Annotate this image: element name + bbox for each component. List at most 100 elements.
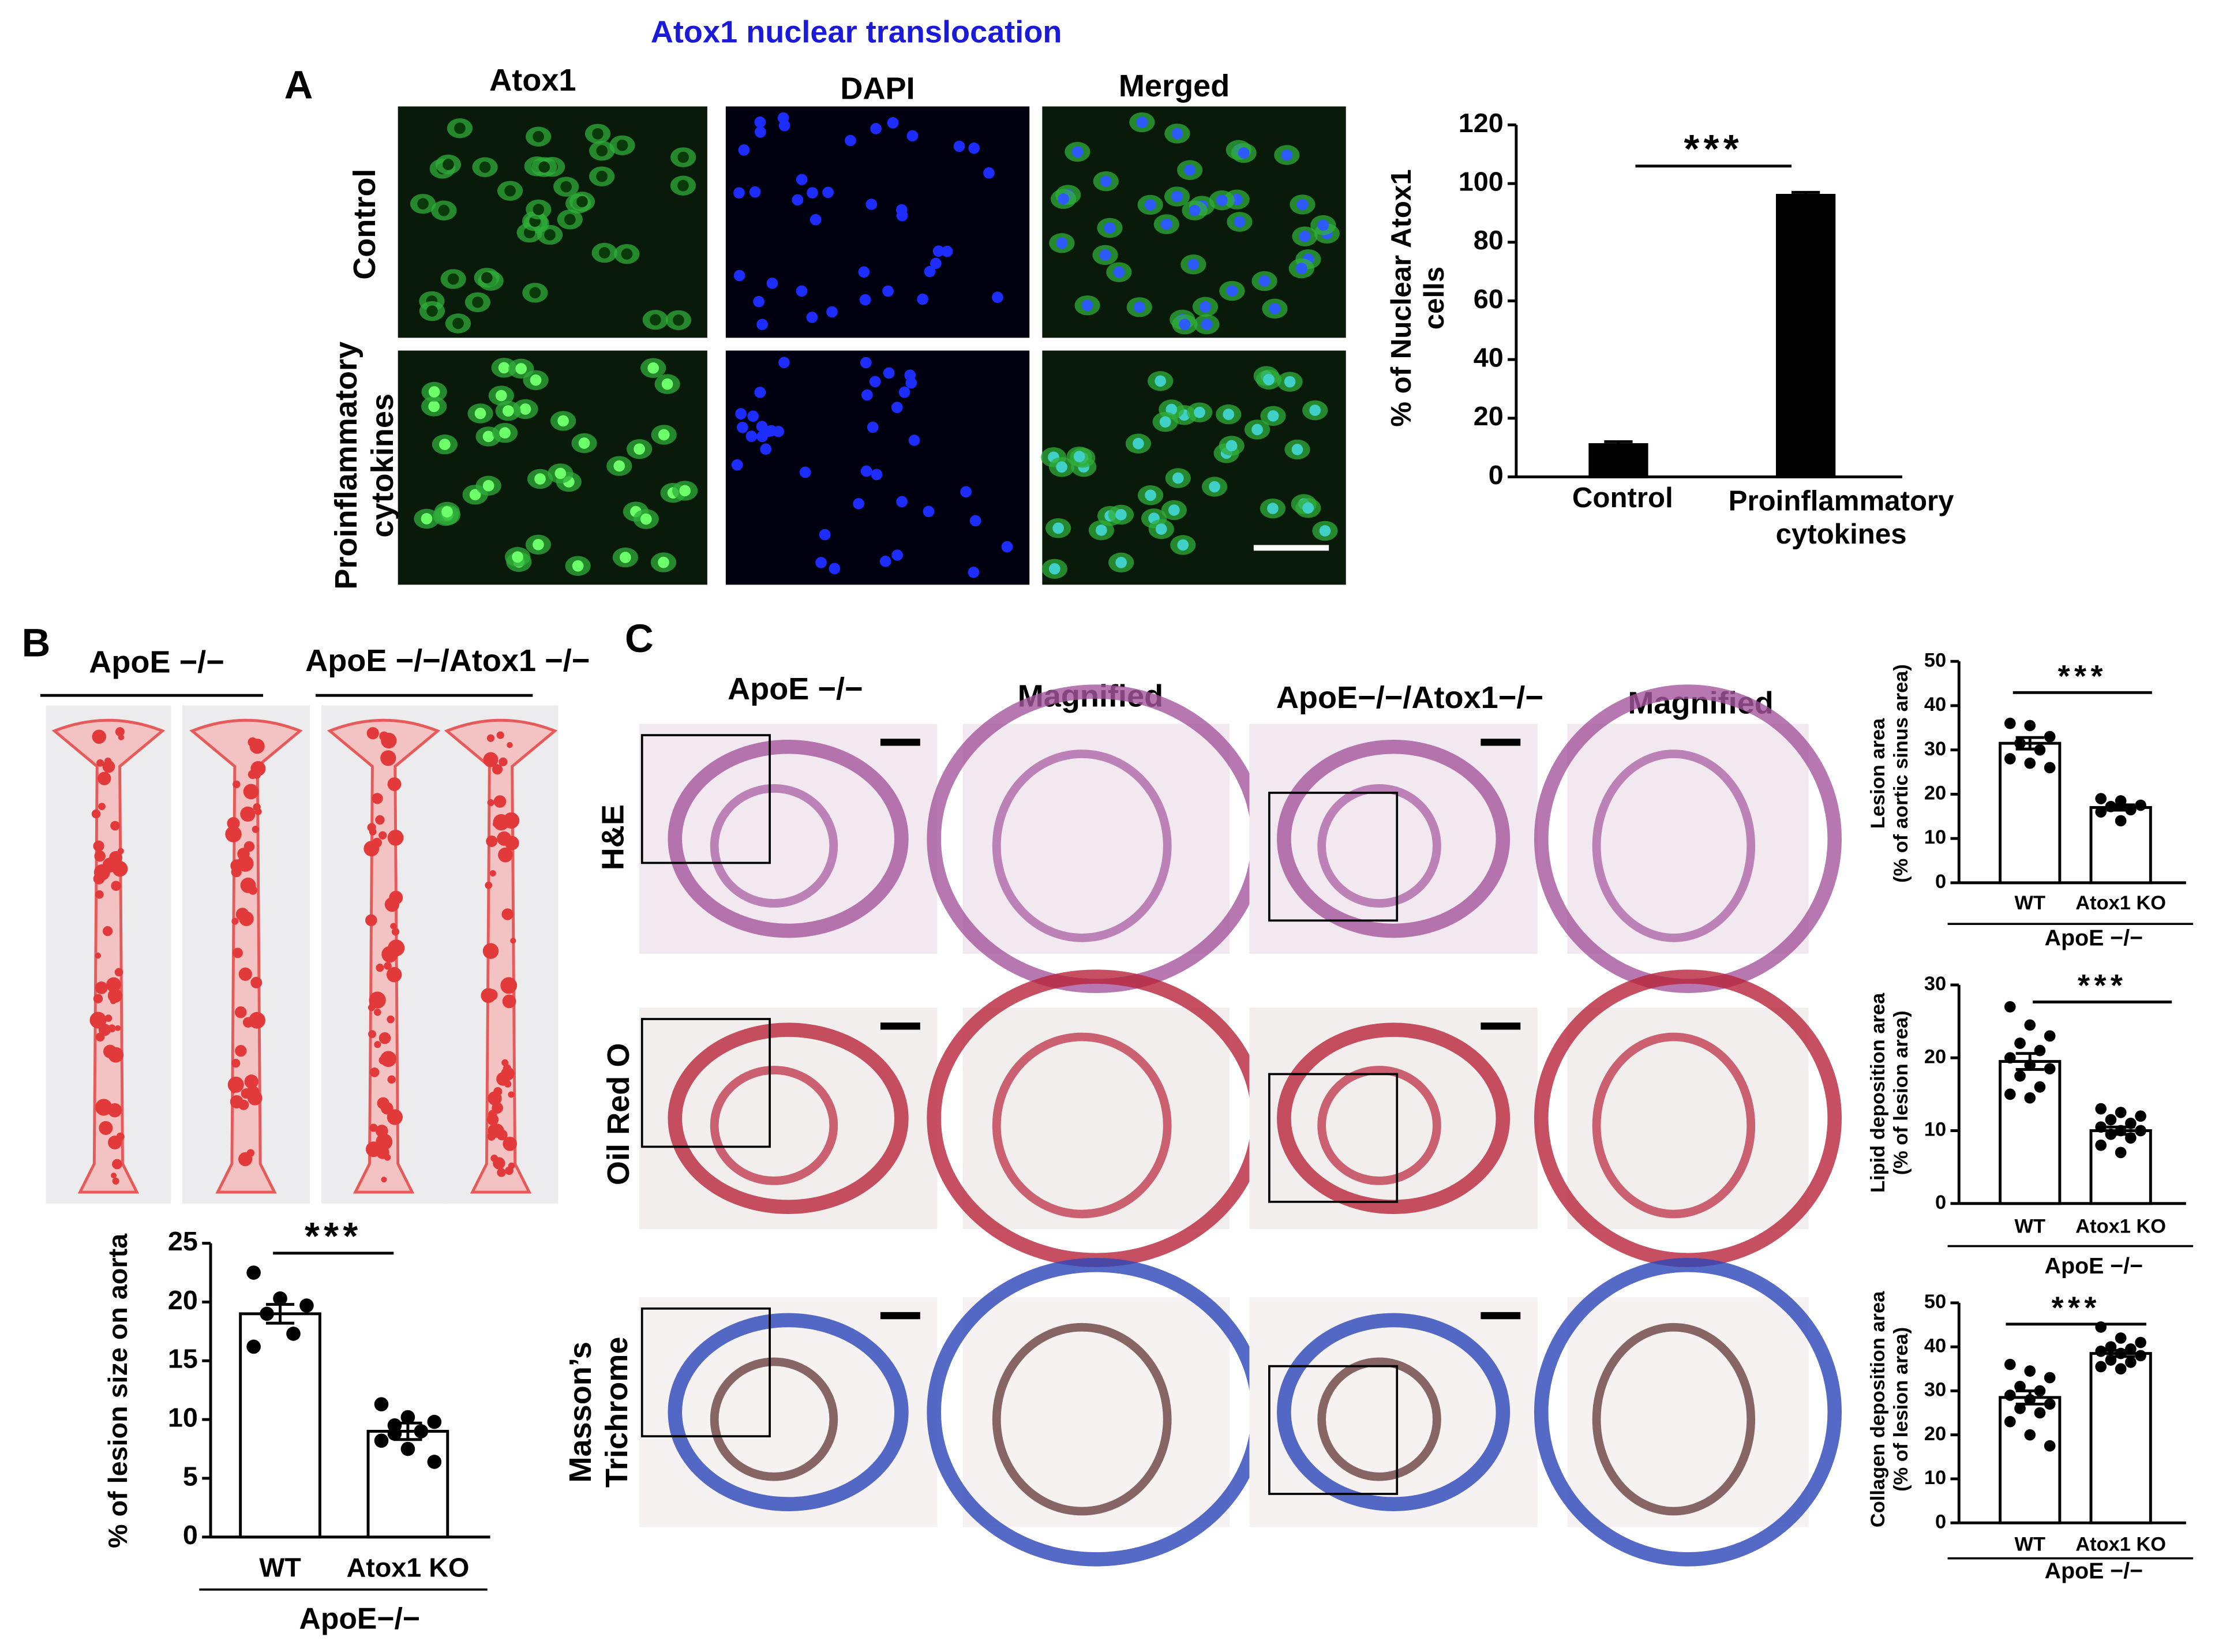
lesion-spot bbox=[492, 764, 503, 775]
lesion-spot bbox=[244, 1074, 258, 1089]
data-point bbox=[2044, 1440, 2056, 1452]
data-point bbox=[2004, 1001, 2016, 1013]
data-point bbox=[2014, 1380, 2026, 1392]
data-point bbox=[2024, 1059, 2036, 1071]
lesion-spot bbox=[233, 947, 243, 958]
image-background bbox=[1249, 1297, 1538, 1527]
y-tick-label: 40 bbox=[1924, 1335, 1946, 1357]
lesion-spot bbox=[503, 1064, 511, 1073]
nucleus bbox=[515, 363, 527, 374]
data-point bbox=[2135, 1110, 2146, 1122]
image-background bbox=[639, 1297, 938, 1527]
nucleus bbox=[1187, 259, 1200, 271]
vessel-wall bbox=[992, 1323, 1172, 1516]
nucleus bbox=[428, 400, 440, 413]
lesion-spot bbox=[487, 799, 494, 807]
panel-label: C bbox=[625, 616, 654, 661]
nucleus bbox=[755, 126, 766, 138]
group-label: ApoE −/− bbox=[2045, 1559, 2143, 1584]
x-tick-label: Atox1 KO bbox=[2075, 1216, 2166, 1238]
vessel-wall bbox=[668, 1022, 909, 1214]
nucleus bbox=[640, 513, 652, 525]
aorta-image bbox=[46, 705, 171, 1204]
lesion-spot bbox=[110, 998, 117, 1005]
nucleus bbox=[673, 314, 684, 326]
nucleus bbox=[1155, 375, 1167, 387]
lesion-spot bbox=[387, 1109, 403, 1125]
nucleus bbox=[1299, 230, 1311, 242]
data-point bbox=[2044, 1063, 2056, 1075]
lesion-spot bbox=[377, 1097, 389, 1110]
nucleus bbox=[598, 247, 610, 259]
nucleus bbox=[1001, 541, 1013, 553]
nucleus bbox=[1081, 299, 1093, 312]
panel-label: A bbox=[284, 63, 313, 107]
nucleus bbox=[869, 376, 881, 388]
vessel-wall bbox=[1592, 1323, 1756, 1516]
lesion-spot bbox=[381, 1177, 387, 1183]
y-tick-label: 40 bbox=[1924, 694, 1946, 716]
micrograph bbox=[398, 350, 707, 585]
data-point bbox=[2044, 1372, 2056, 1384]
lesion-spot bbox=[231, 1058, 241, 1068]
lesion-spot bbox=[372, 793, 383, 804]
y-tick-label: 30 bbox=[1924, 973, 1946, 995]
nucleus bbox=[658, 429, 670, 441]
nucleus bbox=[1056, 237, 1068, 249]
nucleus bbox=[883, 367, 895, 379]
nucleus bbox=[533, 204, 545, 215]
nucleus bbox=[650, 314, 661, 326]
bar bbox=[1588, 443, 1648, 478]
data-point bbox=[387, 1426, 402, 1441]
vessel-wall bbox=[668, 739, 909, 938]
lesion-spot bbox=[508, 1091, 515, 1098]
data-point bbox=[2115, 1147, 2127, 1159]
nucleus bbox=[766, 278, 778, 289]
row-label: Masson’s Trichrome bbox=[563, 1337, 634, 1488]
x-tick-label: WT bbox=[259, 1553, 301, 1583]
nucleus bbox=[1223, 409, 1235, 420]
nucleus bbox=[519, 403, 531, 415]
nucleus bbox=[1209, 481, 1220, 493]
nucleus bbox=[560, 181, 572, 193]
data-point bbox=[2014, 737, 2026, 749]
y-tick-label: 10 bbox=[1924, 1119, 1946, 1141]
significance-label: *** bbox=[2058, 659, 2107, 694]
lesion-spot bbox=[235, 1044, 247, 1057]
nucleus bbox=[969, 515, 981, 527]
nucleus bbox=[474, 407, 486, 419]
lesion-spot bbox=[482, 943, 499, 959]
data-point bbox=[2095, 806, 2107, 818]
nucleus bbox=[677, 179, 689, 192]
data-point bbox=[374, 1433, 389, 1448]
nucleus bbox=[1159, 416, 1171, 428]
lesion-spot bbox=[112, 1159, 122, 1170]
nucleus bbox=[941, 245, 953, 257]
vessel-wall bbox=[1317, 784, 1441, 908]
y-tick-label: 20 bbox=[1474, 401, 1504, 431]
data-point bbox=[2024, 757, 2036, 769]
image-background bbox=[962, 1007, 1230, 1230]
data-point bbox=[2095, 1121, 2107, 1133]
aorta-image bbox=[182, 705, 310, 1204]
lesion-spot bbox=[498, 847, 513, 863]
lesion-spot bbox=[240, 877, 256, 893]
vessel-wall bbox=[1277, 739, 1511, 938]
lesion-spot bbox=[91, 809, 101, 819]
y-tick-label: 20 bbox=[1924, 782, 1946, 804]
lesion-spot bbox=[381, 946, 398, 963]
nucleus bbox=[882, 285, 894, 297]
data-point bbox=[2095, 1345, 2107, 1357]
lesion-spot bbox=[384, 962, 392, 970]
nucleus bbox=[738, 144, 750, 156]
nucleus bbox=[1133, 437, 1144, 449]
nucleus bbox=[796, 174, 808, 186]
nucleus bbox=[596, 170, 608, 182]
lesion-spot bbox=[240, 806, 256, 822]
nucleus bbox=[482, 430, 494, 443]
data-point bbox=[2135, 1336, 2146, 1348]
lesion-spot bbox=[107, 1103, 122, 1118]
significance-label: *** bbox=[1684, 126, 1743, 171]
nucleus bbox=[923, 505, 935, 518]
lesion-spot bbox=[497, 831, 512, 846]
